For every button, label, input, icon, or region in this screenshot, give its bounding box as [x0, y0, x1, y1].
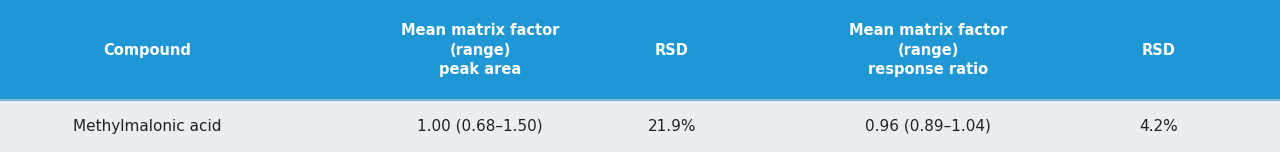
- Text: Mean matrix factor
(range)
peak area: Mean matrix factor (range) peak area: [401, 23, 559, 77]
- Text: 21.9%: 21.9%: [648, 119, 696, 134]
- Text: RSD: RSD: [655, 43, 689, 58]
- Text: 4.2%: 4.2%: [1139, 119, 1178, 134]
- Bar: [0, 100, 1280, 152]
- Text: 1.00 (0.68–1.50): 1.00 (0.68–1.50): [417, 119, 543, 134]
- Text: 0.96 (0.89–1.04): 0.96 (0.89–1.04): [865, 119, 991, 134]
- Text: Methylmalonic acid: Methylmalonic acid: [73, 119, 221, 134]
- Text: Mean matrix factor
(range)
response ratio: Mean matrix factor (range) response rati…: [849, 23, 1007, 77]
- Text: Compound: Compound: [104, 43, 191, 58]
- Text: RSD: RSD: [1142, 43, 1175, 58]
